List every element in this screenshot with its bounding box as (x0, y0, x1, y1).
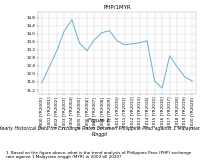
Text: Yearly Historical Data for Exchange Rates Between Philippine Peso against 1 Mala: Yearly Historical Data for Exchange Rate… (0, 126, 200, 137)
Title: PHP/1MYR: PHP/1MYR (103, 5, 131, 10)
Text: 1. Based on the figure above, what is the trend analysis of Philippine Peso (PHP: 1. Based on the figure above, what is th… (6, 151, 191, 159)
Text: Figure 1:: Figure 1: (88, 118, 112, 123)
